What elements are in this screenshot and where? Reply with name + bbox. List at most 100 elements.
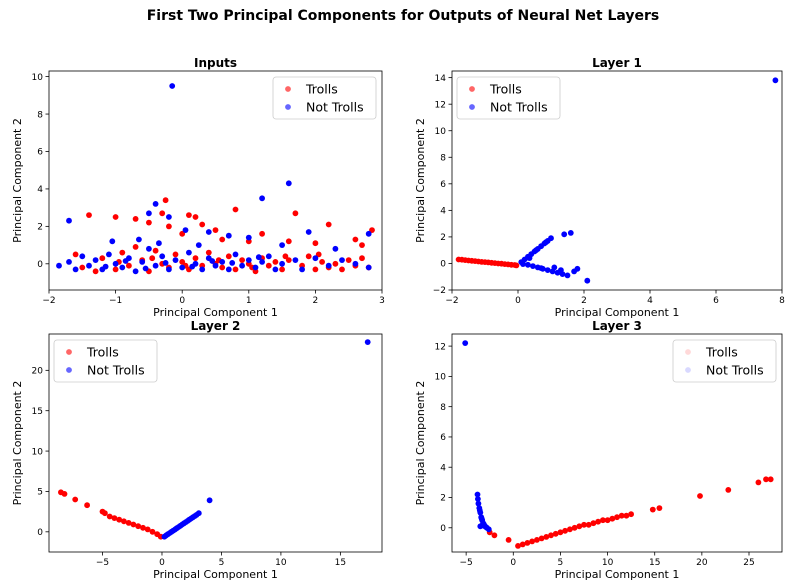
y-axis-label: Principal Component 2 xyxy=(11,381,24,506)
data-point-not-trolls xyxy=(212,262,219,269)
x-axis-label: Principal Component 1 xyxy=(153,568,278,581)
y-tick-label: 0 xyxy=(440,260,446,270)
data-point-trolls xyxy=(125,262,132,269)
data-point-not-trolls xyxy=(325,262,332,269)
data-point-trolls xyxy=(543,534,550,540)
y-tick-label: 6 xyxy=(37,148,43,158)
data-point-not-trolls xyxy=(543,239,549,246)
data-point-trolls xyxy=(604,517,611,524)
data-point-trolls xyxy=(618,512,625,519)
data-point-trolls xyxy=(232,206,239,213)
data-point-trolls xyxy=(312,266,319,273)
y-tick-label: 12 xyxy=(435,100,446,110)
data-point-not-trolls xyxy=(152,262,159,269)
legend-marker-not-trolls xyxy=(66,367,72,373)
data-point-trolls xyxy=(239,257,246,263)
legend-box xyxy=(456,76,561,120)
data-point-trolls xyxy=(125,520,132,526)
data-point-not-trolls xyxy=(279,260,285,267)
data-point-not-trolls xyxy=(365,230,372,237)
data-point-trolls xyxy=(152,247,159,254)
data-point-not-trolls xyxy=(365,264,372,271)
data-point-trolls xyxy=(465,257,472,264)
data-point-not-trolls xyxy=(475,496,481,502)
legend: Trolls Not Trolls xyxy=(272,76,377,120)
data-point-not-trolls xyxy=(166,214,172,220)
data-point-trolls xyxy=(140,524,146,531)
data-point-not-trolls xyxy=(564,272,571,279)
data-point-trolls xyxy=(72,496,79,503)
x-tick-label: 1 xyxy=(246,296,252,306)
data-point-not-trolls xyxy=(279,242,285,249)
data-point-trolls xyxy=(112,266,119,273)
x-axis-label: Principal Component 1 xyxy=(153,306,278,319)
data-point-not-trolls xyxy=(195,242,202,249)
y-tick-label: 4 xyxy=(440,207,446,217)
data-point-not-trolls xyxy=(66,217,72,224)
data-point-not-trolls xyxy=(478,515,485,522)
data-point-not-trolls xyxy=(139,259,146,265)
y-tick-label: 2 xyxy=(440,494,446,504)
data-point-not-trolls xyxy=(86,262,92,269)
data-point-not-trolls xyxy=(548,235,554,242)
data-point-trolls xyxy=(505,261,511,268)
legend-label: Not Trolls xyxy=(306,100,364,115)
data-point-not-trolls xyxy=(106,251,112,258)
x-tick-label: 3 xyxy=(379,296,385,306)
data-point-trolls xyxy=(132,244,139,250)
data-point-trolls xyxy=(179,230,186,237)
data-point-trolls xyxy=(272,259,279,265)
data-point-not-trolls xyxy=(112,260,119,267)
data-point-trolls xyxy=(359,242,365,249)
data-point-trolls xyxy=(485,259,492,266)
data-point-trolls xyxy=(345,257,352,263)
data-point-trolls xyxy=(192,255,199,262)
data-point-not-trolls xyxy=(364,339,371,345)
legend-label: Not Trolls xyxy=(87,363,145,378)
x-tick-label: 25 xyxy=(743,558,754,568)
data-point-trolls xyxy=(511,262,518,268)
legend-marker-trolls xyxy=(66,349,72,355)
legend-label: Trolls xyxy=(489,82,522,97)
data-point-not-trolls xyxy=(299,266,305,273)
data-point-trolls xyxy=(755,479,762,486)
x-tick-label: 2 xyxy=(313,296,319,306)
data-point-trolls xyxy=(112,214,119,220)
data-point-trolls xyxy=(576,523,583,530)
data-point-trolls xyxy=(767,476,774,483)
data-point-trolls xyxy=(61,491,68,497)
data-point-trolls xyxy=(319,259,325,265)
data-point-not-trolls xyxy=(474,491,481,498)
data-point-not-trolls xyxy=(205,229,212,235)
data-point-not-trolls xyxy=(332,245,339,252)
data-point-not-trolls xyxy=(195,510,202,517)
subplot-title: Layer 3 xyxy=(592,319,642,333)
y-axis-label: Principal Component 2 xyxy=(414,381,427,506)
data-point-not-trolls xyxy=(219,259,226,265)
data-point-trolls xyxy=(656,505,663,511)
y-tick-label: 5 xyxy=(37,488,43,498)
data-point-not-trolls xyxy=(56,262,62,269)
data-point-trolls xyxy=(232,266,239,273)
x-tick-label: 20 xyxy=(696,558,708,568)
data-point-trolls xyxy=(581,521,587,528)
data-point-not-trolls xyxy=(132,268,139,275)
data-point-not-trolls xyxy=(206,497,213,504)
data-point-trolls xyxy=(571,524,578,531)
x-axis-label: Principal Component 1 xyxy=(555,568,680,581)
data-point-trolls xyxy=(186,212,192,219)
data-point-trolls xyxy=(590,520,597,527)
data-point-trolls xyxy=(472,258,478,264)
plot-frame xyxy=(48,70,383,291)
legend: Trolls Not Trolls xyxy=(53,339,158,383)
data-point-trolls xyxy=(102,510,108,517)
data-point-trolls xyxy=(305,253,312,260)
data-point-not-trolls xyxy=(252,264,259,271)
x-tick-label: 5 xyxy=(219,558,225,568)
data-point-trolls xyxy=(149,528,156,535)
x-tick-label: −2 xyxy=(42,296,55,306)
data-point-trolls xyxy=(325,221,332,228)
data-point-not-trolls xyxy=(166,266,172,273)
